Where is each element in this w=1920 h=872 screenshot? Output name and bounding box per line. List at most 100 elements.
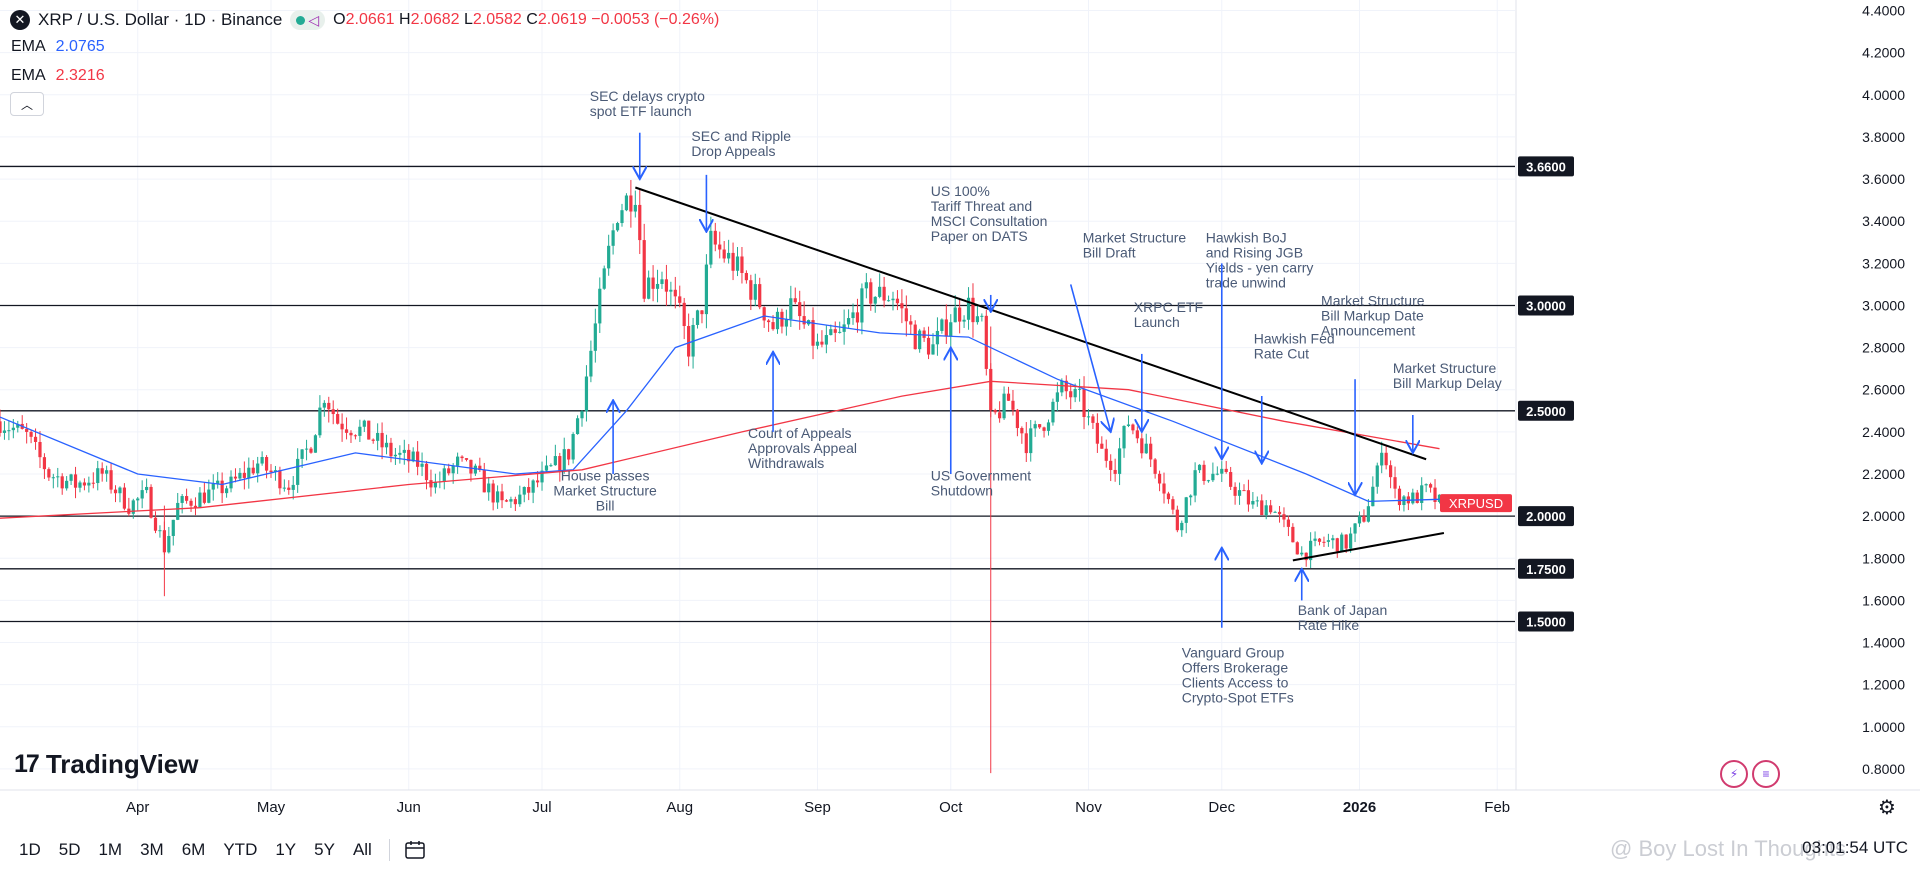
collapse-legend-button[interactable]: ︿: [10, 92, 44, 116]
candle-body: [1193, 470, 1197, 496]
x-tick-label: Apr: [126, 799, 149, 816]
candle-body: [1424, 484, 1428, 486]
tf-6m[interactable]: 6M: [181, 840, 206, 859]
candle-body: [11, 427, 15, 431]
candle-body: [1273, 511, 1277, 513]
candle-body: [580, 411, 584, 419]
annotation-label: Market Structure Bill Draft: [1083, 229, 1187, 260]
y-tick-label: 0.8000: [1862, 761, 1905, 777]
candle-body: [718, 244, 722, 250]
lightning-icon[interactable]: ⚡: [1720, 760, 1748, 788]
annotation-label: House passes Market Structure Bill: [553, 467, 657, 513]
candle-body: [7, 430, 11, 432]
market-status-pill[interactable]: ◁: [290, 10, 326, 30]
candle-body: [1189, 495, 1193, 498]
candle-body: [1264, 505, 1268, 516]
tradingview-logo[interactable]: 17 TradingView: [14, 749, 199, 780]
candle-body: [855, 312, 860, 323]
tf-5d[interactable]: 5D: [58, 840, 81, 859]
calendar-range-icon[interactable]: [404, 839, 426, 861]
candle-body: [1309, 540, 1313, 561]
candle-body: [309, 448, 313, 453]
candle-body: [96, 468, 100, 484]
candle-body: [975, 316, 980, 323]
candle-body: [1015, 409, 1020, 429]
candle-body: [1411, 492, 1415, 504]
candle-body: [882, 286, 886, 301]
us-flag-icon[interactable]: ≡: [1752, 760, 1780, 788]
candle-body: [993, 410, 997, 413]
candle-body: [416, 451, 420, 467]
y-tick-label: 2.2000: [1862, 466, 1905, 482]
x-tick-label: May: [257, 799, 286, 816]
candle-body: [433, 481, 437, 488]
annotation-line: Announcement: [1321, 322, 1415, 338]
candle-body: [282, 487, 286, 489]
utc-clock[interactable]: 03:01:54 UTC: [1802, 838, 1908, 857]
candle-body: [824, 335, 828, 345]
candle-body: [442, 468, 446, 482]
symbol-title[interactable]: XRP / U.S. Dollar · 1D · Binance: [38, 10, 283, 29]
candle-body: [420, 463, 424, 467]
candle-body: [1126, 424, 1131, 426]
level-tag-label: 3.6600: [1526, 159, 1566, 174]
level-tag-label: 2.5000: [1526, 404, 1566, 419]
candle-body: [784, 319, 788, 327]
annotation-line: House passes: [561, 467, 650, 483]
y-tick-label: 1.0000: [1862, 719, 1905, 735]
candle-body: [1153, 459, 1157, 474]
candle-body: [278, 470, 282, 489]
candle-body: [1024, 433, 1028, 454]
candle-body: [611, 230, 615, 246]
tf-1m[interactable]: 1M: [98, 840, 123, 859]
candle-body: [73, 474, 78, 488]
annotation: Hawkish BoJ and Rising JGB Yields - yen ca…: [1206, 229, 1313, 459]
candle-body: [1086, 416, 1091, 418]
candle-body: [340, 423, 344, 430]
candle-body: [918, 330, 922, 350]
candle-body: [895, 298, 900, 304]
candle-body: [460, 456, 464, 459]
annotation-label: Hawkish Fed Rate Cut: [1254, 330, 1335, 361]
candle-body: [87, 482, 91, 486]
ohlc-values: O2.0661 H2.0682 L2.0582 C2.0619 −0.0053 …: [333, 11, 720, 28]
candle-body: [411, 451, 415, 462]
ema-fast-legend[interactable]: EMA 2.0765: [11, 37, 105, 55]
x-tick-label: Dec: [1208, 799, 1235, 816]
ema-slow-legend[interactable]: EMA 2.3216: [11, 66, 105, 84]
candle-body: [642, 240, 646, 299]
level-tag: [1518, 400, 1574, 421]
annotation-line: US 100%: [931, 183, 990, 199]
candle-body: [607, 245, 611, 269]
candle-body: [407, 449, 411, 462]
tf-ytd[interactable]: YTD: [223, 840, 258, 859]
tf-1d[interactable]: 1D: [19, 840, 41, 859]
annotation: Vanguard Group Offers Brokerage Clients Ac…: [1182, 548, 1294, 705]
candle-body: [793, 298, 797, 303]
candle-body: [1060, 380, 1064, 393]
candle-body: [1255, 500, 1259, 502]
candle-body: [544, 465, 549, 471]
tf-all[interactable]: All: [352, 840, 372, 859]
candle-body: [1184, 497, 1188, 523]
candle-body: [695, 310, 700, 325]
annotation-line: Clients Access to: [1182, 674, 1289, 690]
candle-body: [1229, 472, 1233, 487]
y-tick-label: 1.6000: [1862, 592, 1905, 608]
candle-body: [193, 505, 198, 508]
tf-3m[interactable]: 3M: [140, 840, 164, 859]
candle-body: [1357, 516, 1362, 524]
candle-body: [553, 456, 557, 466]
y-tick-label: 3.6000: [1862, 171, 1905, 187]
candle-body: [1078, 388, 1082, 390]
candle-body: [176, 502, 180, 520]
tf-1y[interactable]: 1Y: [275, 840, 297, 859]
gear-icon[interactable]: ⚙: [1878, 797, 1896, 819]
candle-body: [478, 465, 482, 471]
annotation-line: Shutdown: [931, 482, 993, 498]
annotation-label: Court of Appeals Approvals Appeal Withdraw…: [748, 425, 857, 471]
candle-body: [122, 487, 126, 509]
candle-body: [38, 441, 42, 458]
tf-5y[interactable]: 5Y: [314, 840, 335, 859]
